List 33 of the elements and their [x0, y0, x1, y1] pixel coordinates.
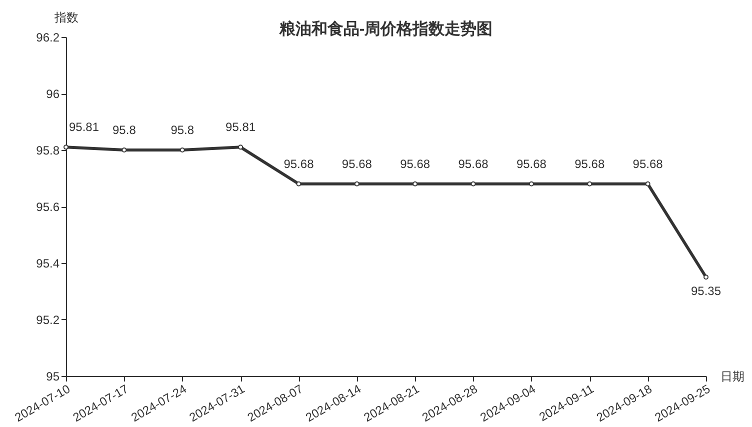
- y-tick-label: 96: [46, 87, 60, 101]
- data-label: 95.8: [112, 123, 136, 137]
- data-label: 95.68: [574, 156, 605, 171]
- y-tick-label: 95.8: [36, 144, 60, 158]
- point: [122, 148, 127, 152]
- y-tick-label: 95.6: [36, 200, 60, 214]
- data-label: 95.68: [284, 156, 314, 171]
- data-label: 95.68: [342, 156, 372, 171]
- data-label: 95.68: [458, 156, 489, 171]
- y-tick-label: 95: [46, 370, 60, 384]
- point: [645, 181, 650, 186]
- data-label: 95.68: [516, 156, 547, 171]
- chart-title: 粮油和食品-周价格指数走势图: [278, 20, 493, 38]
- data-label: 95.81: [226, 120, 256, 134]
- point: [296, 181, 302, 186]
- point: [704, 274, 708, 280]
- x-axis-title: 日期: [720, 370, 744, 384]
- point: [528, 181, 534, 186]
- y-tick-label: 96.2: [36, 30, 60, 44]
- point: [470, 181, 476, 186]
- y-tick-label: 95.4: [36, 256, 60, 270]
- y-axis-title: 指数: [54, 10, 78, 24]
- data-label: 95.68: [632, 156, 664, 171]
- point: [64, 144, 68, 150]
- point: [587, 181, 592, 186]
- data-label: 95.68: [400, 156, 430, 171]
- data-label: 95.35: [690, 284, 722, 298]
- point: [412, 181, 418, 186]
- data-label: 95.81: [69, 120, 100, 134]
- data-label: 95.8: [170, 123, 194, 137]
- y-tick-label: 95.2: [36, 313, 60, 327]
- point: [238, 144, 244, 150]
- point: [354, 181, 360, 186]
